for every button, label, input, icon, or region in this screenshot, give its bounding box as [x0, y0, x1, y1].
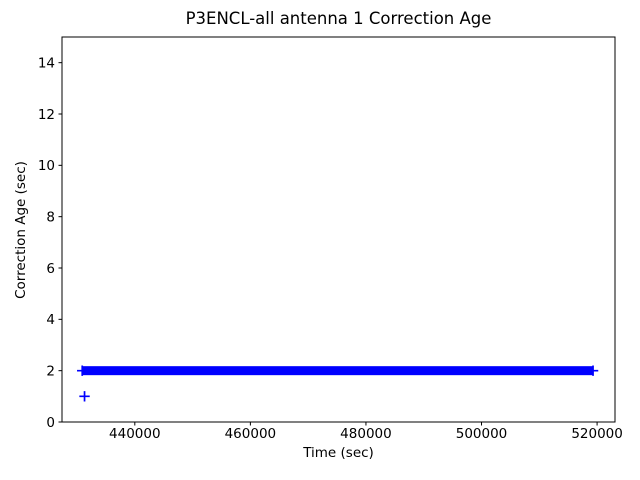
y-tick-label: 10	[38, 158, 55, 174]
y-tick-label: 14	[38, 55, 55, 71]
x-tick-label: 520000	[571, 426, 623, 442]
plot-border	[61, 36, 616, 423]
x-tick-label: 460000	[225, 426, 277, 442]
x-axis-label: Time (sec)	[303, 445, 374, 461]
x-tick-label: 440000	[109, 426, 161, 442]
y-tick-label: 6	[46, 261, 55, 277]
band-end-marker	[587, 365, 599, 376]
marker-band	[82, 366, 594, 376]
y-tick-label: 8	[46, 209, 55, 225]
chart-title: P3ENCL-all antenna 1 Correction Age	[185, 9, 492, 28]
data-point-marker	[79, 391, 90, 402]
y-tick-label: 4	[46, 312, 55, 328]
y-tick-label: 2	[46, 363, 55, 379]
y-tick-label: 0	[46, 415, 55, 431]
band-start-marker	[77, 365, 88, 376]
x-tick-label: 500000	[456, 426, 508, 442]
y-tick-label: 12	[38, 107, 55, 123]
x-tick-label: 480000	[340, 426, 392, 442]
